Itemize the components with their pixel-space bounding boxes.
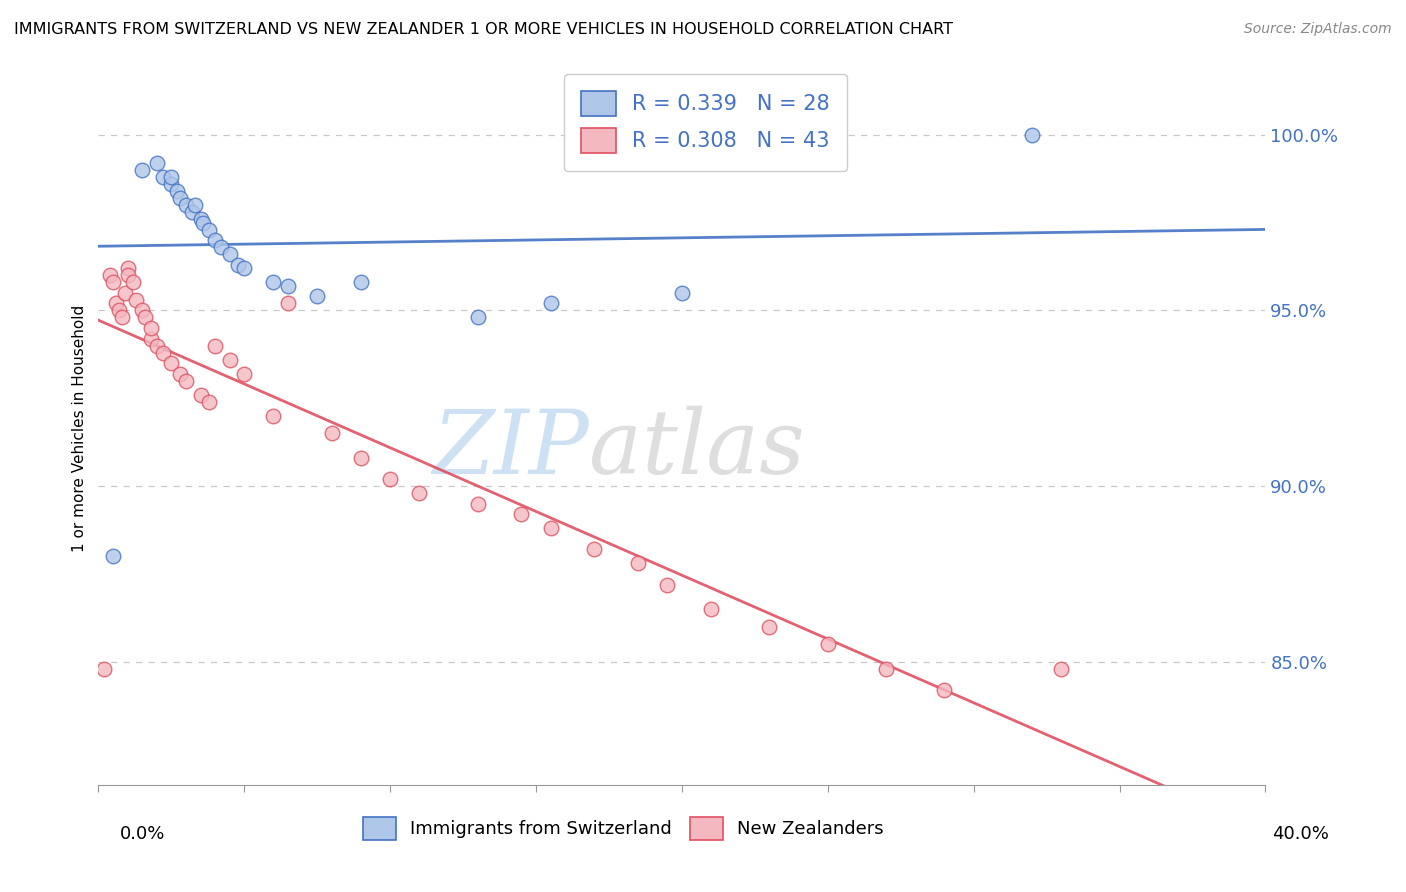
Point xyxy=(98,268,121,283)
Point xyxy=(174,198,197,212)
Point xyxy=(139,332,162,346)
Point xyxy=(934,683,956,698)
Point xyxy=(198,394,221,409)
Point xyxy=(131,162,153,177)
Text: 40.0%: 40.0% xyxy=(1272,825,1329,843)
Point xyxy=(146,338,169,352)
Point xyxy=(160,356,183,370)
Point xyxy=(307,289,329,303)
Point xyxy=(209,240,232,254)
Point xyxy=(139,321,162,335)
Point xyxy=(122,275,145,289)
Point xyxy=(233,261,256,276)
Point xyxy=(228,258,250,272)
Point xyxy=(93,662,115,676)
Point xyxy=(160,169,183,184)
Point xyxy=(174,374,197,388)
Point xyxy=(540,296,562,310)
Point xyxy=(111,310,134,325)
Point xyxy=(204,233,226,247)
Point xyxy=(134,310,156,325)
Point xyxy=(152,169,174,184)
Point xyxy=(198,222,221,236)
Point xyxy=(160,177,183,191)
Point xyxy=(101,549,124,564)
Y-axis label: 1 or more Vehicles in Household: 1 or more Vehicles in Household xyxy=(72,304,87,552)
Point xyxy=(131,303,153,318)
Text: IMMIGRANTS FROM SWITZERLAND VS NEW ZEALANDER 1 OR MORE VEHICLES IN HOUSEHOLD COR: IMMIGRANTS FROM SWITZERLAND VS NEW ZEALA… xyxy=(14,22,953,37)
Point xyxy=(700,602,723,616)
Point xyxy=(190,212,212,227)
Point xyxy=(321,426,343,441)
Point xyxy=(262,409,284,423)
Point xyxy=(218,352,240,367)
Point xyxy=(408,486,430,500)
Point xyxy=(875,662,897,676)
Point xyxy=(627,557,650,571)
Point xyxy=(193,215,215,229)
Point xyxy=(1021,128,1043,142)
Point xyxy=(467,310,489,325)
Point xyxy=(146,155,169,169)
Point xyxy=(169,367,191,381)
Point xyxy=(166,184,188,198)
Text: ZIP: ZIP xyxy=(432,406,589,493)
Point xyxy=(277,296,299,310)
Point xyxy=(180,205,202,219)
Point xyxy=(169,191,191,205)
Point xyxy=(233,367,256,381)
Point xyxy=(114,285,136,300)
Point xyxy=(117,261,139,276)
Point xyxy=(510,508,533,522)
Point xyxy=(262,275,284,289)
Point xyxy=(540,521,562,535)
Point xyxy=(125,293,148,307)
Point xyxy=(817,637,839,651)
Point xyxy=(277,278,299,293)
Point xyxy=(657,577,679,591)
Point xyxy=(218,247,240,261)
Point xyxy=(758,620,780,634)
Point xyxy=(380,472,402,486)
Text: Source: ZipAtlas.com: Source: ZipAtlas.com xyxy=(1244,22,1392,37)
Point xyxy=(152,345,174,359)
Point xyxy=(350,275,373,289)
Point xyxy=(204,338,226,352)
Point xyxy=(1050,662,1073,676)
Point xyxy=(108,303,131,318)
Point xyxy=(583,542,606,557)
Legend: Immigrants from Switzerland, New Zealanders: Immigrants from Switzerland, New Zealand… xyxy=(356,810,891,847)
Point xyxy=(183,198,205,212)
Point xyxy=(350,450,373,465)
Point xyxy=(104,296,127,310)
Point xyxy=(467,497,489,511)
Point xyxy=(117,268,139,283)
Point xyxy=(101,275,124,289)
Point xyxy=(671,285,693,300)
Text: 0.0%: 0.0% xyxy=(120,825,165,843)
Text: atlas: atlas xyxy=(589,406,804,493)
Point xyxy=(190,388,212,402)
